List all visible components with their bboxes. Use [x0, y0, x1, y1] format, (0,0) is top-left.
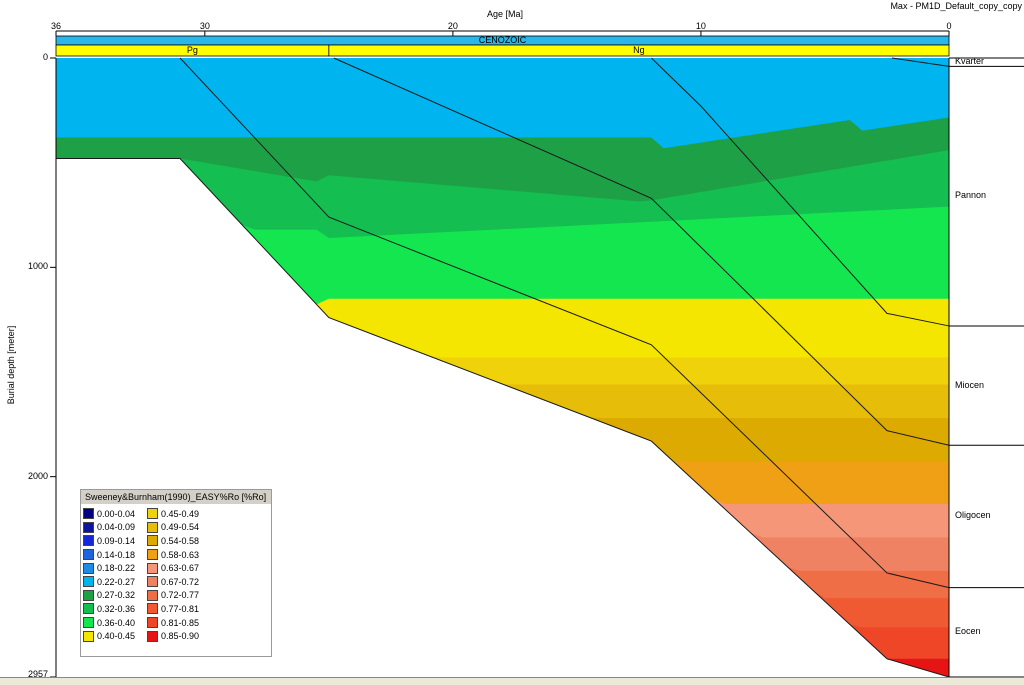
legend-item: 0.45-0.49 — [147, 507, 209, 521]
legend-item: 0.22-0.27 — [83, 575, 145, 589]
legend-swatch — [83, 508, 94, 520]
y-tick-label: 2957 — [27, 669, 48, 679]
era-label: CENOZOIC — [478, 35, 527, 45]
x-tick-label: 20 — [447, 21, 458, 31]
legend-swatch — [147, 521, 158, 533]
legend-label: 0.49-0.54 — [161, 522, 200, 533]
legend-label: 0.72-0.77 — [161, 590, 200, 601]
horizontal-scrollbar[interactable] — [0, 677, 1024, 685]
burial-line — [650, 57, 950, 327]
y-tick-label: 0 — [42, 52, 48, 62]
legend-item: 0.32-0.36 — [83, 602, 145, 616]
legend-label: 0.14-0.18 — [97, 549, 136, 560]
maturity-zone — [56, 58, 949, 149]
burial-line — [891, 57, 950, 67]
legend-swatch — [147, 603, 158, 615]
legend-item: 0.58-0.63 — [147, 548, 209, 562]
legend-label: 0.67-0.72 — [161, 576, 200, 587]
legend-item: 0.27-0.32 — [83, 589, 145, 603]
burial-line — [56, 157, 950, 678]
legend-label: 0.04-0.09 — [97, 522, 136, 533]
legend-label: 0.45-0.49 — [161, 508, 200, 519]
legend-label: 0.85-0.90 — [161, 631, 200, 642]
legend-swatch — [147, 508, 158, 520]
legend-item: 0.49-0.54 — [147, 521, 209, 535]
legend-label: 0.58-0.63 — [161, 549, 200, 560]
legend-label: 0.00-0.04 — [97, 508, 136, 519]
legend-label: 0.81-0.85 — [161, 617, 200, 628]
legend-label: 0.09-0.14 — [97, 535, 136, 546]
formation-label: Miocen — [955, 379, 985, 390]
legend-item: 0.67-0.72 — [147, 575, 209, 589]
legend-swatch — [83, 549, 94, 561]
legend-label: 0.36-0.40 — [97, 617, 136, 628]
legend-label: 0.40-0.45 — [97, 631, 136, 642]
legend-swatch — [147, 549, 158, 561]
legend-swatch — [147, 589, 158, 601]
legend-swatch — [147, 617, 158, 629]
x-tick-label: 0 — [946, 21, 952, 31]
period-label: Pg — [186, 45, 198, 55]
legend-item: 0.77-0.81 — [147, 602, 209, 616]
legend-item: 0.00-0.04 — [83, 507, 145, 521]
formation-label: Oligocen — [955, 510, 991, 521]
period-strip — [328, 44, 950, 57]
legend-label: 0.63-0.67 — [161, 563, 200, 574]
legend: Sweeney&Burnham(1990)_EASY%Ro [%Ro] 0.00… — [80, 489, 272, 657]
formation-label: Pannon — [955, 190, 987, 201]
x-tick-label: 30 — [199, 21, 210, 31]
burial-line — [333, 57, 950, 446]
legend-item: 0.54-0.58 — [147, 534, 209, 548]
legend-swatch — [83, 535, 94, 547]
legend-item: 0.63-0.67 — [147, 561, 209, 575]
burial-line — [179, 57, 950, 589]
x-axis-label: Age [Ma] — [486, 9, 524, 19]
formation-label: Eocen — [955, 626, 981, 637]
legend-title: Sweeney&Burnham(1990)_EASY%Ro [%Ro] — [81, 490, 271, 504]
legend-swatch — [147, 576, 158, 588]
legend-item: 0.18-0.22 — [83, 561, 145, 575]
x-tick-label: 10 — [695, 21, 706, 31]
legend-label: 0.22-0.27 — [97, 576, 136, 587]
legend-swatch — [83, 603, 94, 615]
legend-item: 0.81-0.85 — [147, 616, 209, 630]
legend-swatch — [83, 576, 94, 588]
x-tick-label: 36 — [50, 21, 62, 31]
legend-swatch — [83, 617, 94, 629]
legend-label: 0.18-0.22 — [97, 563, 136, 574]
legend-item: 0.36-0.40 — [83, 616, 145, 630]
legend-swatch — [83, 562, 94, 574]
legend-swatch — [147, 562, 158, 574]
legend-item: 0.40-0.45 — [83, 629, 145, 643]
legend-label: 0.77-0.81 — [161, 603, 200, 614]
legend-item: 0.04-0.09 — [83, 521, 145, 535]
legend-item: 0.14-0.18 — [83, 548, 145, 562]
y-tick-label: 2000 — [27, 470, 48, 481]
legend-item: 0.72-0.77 — [147, 589, 209, 603]
legend-swatch — [83, 521, 94, 533]
legend-item: 0.85-0.90 — [147, 629, 209, 643]
y-tick-label: 1000 — [27, 261, 48, 272]
legend-swatch — [83, 589, 94, 601]
page-title: Max - PM1D_Default_copy_copy — [890, 1, 1022, 11]
legend-label: 0.32-0.36 — [97, 603, 136, 614]
period-label: Ng — [633, 45, 645, 55]
formation-label: Kvarter — [955, 56, 985, 67]
legend-swatch — [83, 630, 94, 642]
legend-label: 0.54-0.58 — [161, 535, 200, 546]
legend-swatch — [147, 630, 158, 642]
legend-item: 0.09-0.14 — [83, 534, 145, 548]
legend-label: 0.27-0.32 — [97, 590, 136, 601]
legend-swatch — [147, 535, 158, 547]
